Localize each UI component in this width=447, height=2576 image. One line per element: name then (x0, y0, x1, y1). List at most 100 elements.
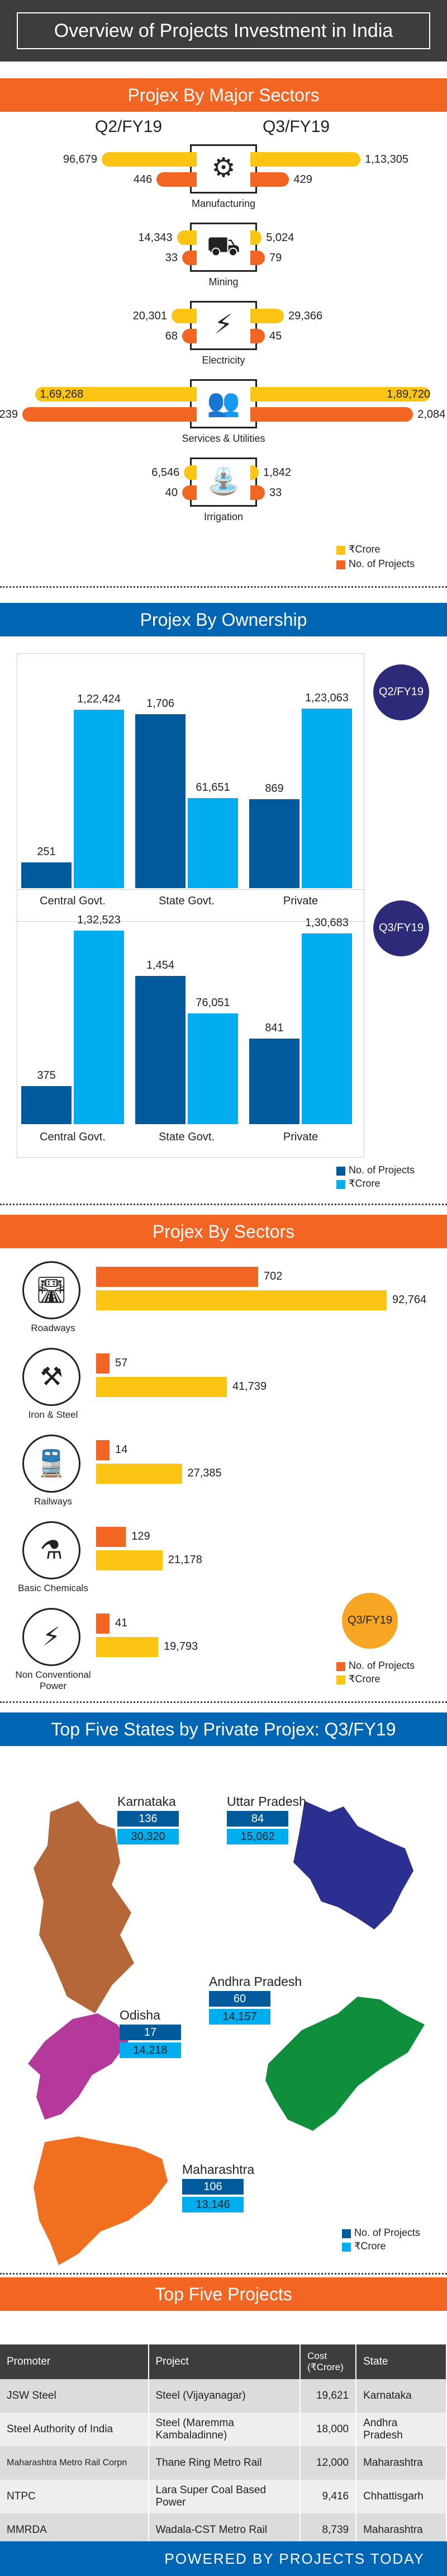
bar-crore (302, 933, 352, 1124)
category-label: State Govt. (158, 895, 215, 907)
bar-q2-projects (182, 251, 197, 265)
value-q2-crore: 96,679 (63, 153, 98, 166)
value-q2-projects: 68 (165, 330, 178, 342)
sector-circle-icon: ⚒ (22, 1348, 80, 1406)
value-q3-projects: 45 (269, 330, 282, 342)
value-projects: 375 (37, 1069, 56, 1082)
legend-crore-swatch (336, 1676, 345, 1685)
value-projects: 129 (131, 1530, 150, 1542)
bar-crore (74, 709, 124, 888)
period-badge (373, 664, 429, 720)
table-body: JSW Steel Steel (Vijayanagar) 19,621 Karnat… (0, 2379, 447, 2547)
bar-q2-projects (182, 329, 197, 343)
value-q3-projects: 429 (293, 173, 312, 186)
bar-projects (96, 1527, 126, 1547)
cell-promoter: JSW Steel (0, 2379, 149, 2413)
bulldozer-icon: ⛟ (206, 232, 241, 261)
gears-icon: ⚙ (211, 153, 236, 183)
bar-crore (302, 709, 352, 888)
sector-circle-icon: ⚗ (22, 1521, 80, 1579)
value-q3-projects: 2,084 (417, 408, 446, 421)
bar-crore (96, 1377, 227, 1397)
spacer (0, 2311, 447, 2344)
people-icon: 👥 (207, 388, 240, 418)
legend-crore-label: ₹Crore (349, 1178, 381, 1189)
power-tower-icon: ⚡ (214, 310, 233, 339)
value-projects: 251 (37, 846, 56, 858)
value-q2-crore: 20,301 (132, 310, 167, 322)
bar-projects (249, 1038, 299, 1124)
value-q3-crore: 29,366 (288, 310, 323, 322)
states-heading: Top Five States by Private Projex: Q3/FY… (0, 1712, 447, 1746)
cell-state: Karnataka (356, 2379, 447, 2413)
table-row: Maharashtra Metro Rail Corpn Thane Ring M… (0, 2446, 447, 2480)
sectors-heading: Projex By Sectors (0, 1215, 447, 1248)
sprinkler-icon: ⛲ (207, 466, 240, 496)
bar-projects (96, 1267, 258, 1287)
cell-promoter: Steel Authority of India (0, 2413, 149, 2446)
karnataka-map (34, 1801, 134, 2013)
page-title: Overview of Projects Investment in India (54, 20, 393, 41)
legend-projects-label: No. of Projects (354, 2227, 421, 2238)
legend-projects-label: No. of Projects (349, 1164, 415, 1176)
footer: POWERED BY PROJECTS TODAY (0, 2541, 447, 2576)
sector-circle-icon: ⚡ (22, 1608, 80, 1666)
flask-icon: ⚗ (40, 1535, 63, 1564)
col-promoter: Promoter (0, 2344, 149, 2379)
cell-state: Maharashtra (356, 2446, 447, 2480)
bar-q3-crore (250, 465, 259, 480)
state-crore: 14,218 (120, 2042, 181, 2058)
bar-projects (249, 799, 299, 888)
chart-frame (17, 889, 364, 1158)
bar-crore (96, 1637, 158, 1657)
value-projects: 702 (264, 1270, 283, 1282)
bar-q3-crore (250, 152, 361, 167)
road-icon: 🛣 (35, 1275, 68, 1304)
period-badge (373, 900, 429, 956)
value-q3-crore: 1,89,720 (387, 388, 430, 400)
divider (0, 1701, 447, 1703)
cell-state: Chhattisgarh (356, 2480, 447, 2513)
value-crore: 41,739 (232, 1380, 267, 1393)
legend-projects-swatch (336, 1167, 345, 1176)
ownership-heading: Projex By Ownership (0, 603, 447, 636)
period-left-label: Q2/FY19 (95, 117, 163, 136)
value-q3-crore: 5,024 (266, 232, 294, 244)
state-crore: 30,320 (117, 1829, 179, 1844)
col-cost: Cost (₹Crore) (300, 2344, 357, 2379)
top-projects-heading: Top Five Projects (0, 2277, 447, 2311)
value-projects: 41 (115, 1617, 128, 1629)
value-crore: 27,385 (187, 1467, 222, 1479)
bar-crore (96, 1464, 182, 1484)
value-crore: 92,764 (392, 1294, 427, 1306)
value-crore: 1,32,523 (77, 914, 121, 927)
value-projects: 1,454 (146, 959, 175, 971)
sector-name: Non Conventional Power (15, 1669, 91, 1691)
category-label: Private (283, 1131, 318, 1143)
bar-q3-crore (250, 387, 430, 402)
cell-promoter: Maharashtra Metro Rail Corpn (0, 2446, 149, 2480)
value-q3-crore: 1,13,305 (365, 153, 408, 166)
sector-name: Iron & Steel (28, 1409, 78, 1420)
value-projects: 1,706 (146, 697, 175, 710)
value-crore: 19,793 (163, 1640, 198, 1653)
state-projects: 84 (227, 1811, 288, 1827)
value-q2-crore: 14,343 (138, 232, 173, 244)
col-state: State (356, 2344, 447, 2379)
sector-circle-icon: 🛣 (22, 1261, 80, 1319)
bar-projects (96, 1613, 110, 1634)
bar-crore (188, 1013, 238, 1124)
state-projects: 106 (182, 2179, 244, 2195)
sector-name: Roadways (31, 1323, 75, 1333)
bar-q3-projects (250, 485, 265, 500)
value-crore: 1,22,424 (77, 692, 121, 705)
states-maps (28, 1801, 425, 2265)
value-crore: 76,051 (196, 996, 230, 1009)
bar-q3-projects (250, 172, 289, 187)
category-label: Central Govt. (40, 895, 106, 907)
bar-q2-crore (102, 152, 197, 167)
legend-crore-swatch (336, 546, 345, 555)
bar-crore (96, 1550, 163, 1570)
period-badge-label: Q3/FY19 (347, 1614, 393, 1626)
bar-q3-projects (250, 251, 265, 265)
